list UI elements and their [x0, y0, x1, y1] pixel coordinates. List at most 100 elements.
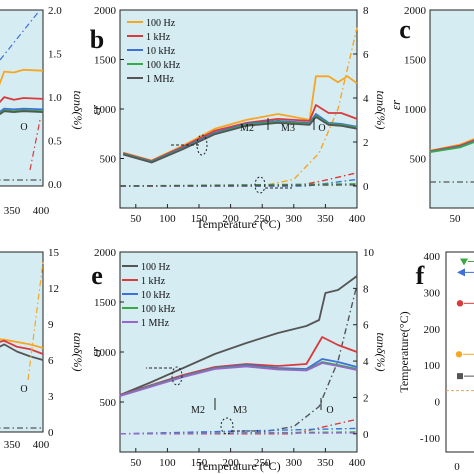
panel-b-y2tick-label: 8 — [363, 5, 369, 17]
panel-d-series-2 — [0, 343, 44, 361]
panel-e-y2tick-label: 4 — [363, 356, 369, 368]
panel-b-series-tan-2 — [120, 178, 358, 187]
panel-e-annot-circle-right — [220, 417, 234, 435]
panel-d-series-1 — [0, 339, 44, 355]
panel-b-xtick-label: 400 — [349, 213, 366, 225]
panel-b-ytick-label: 500 — [100, 154, 117, 166]
panel-a-xtick-label: 350 — [4, 205, 21, 217]
panel-e-y2tick-label: 2 — [363, 392, 369, 404]
annotations: M2 M3 O M2 M3 O O O — [20, 118, 334, 435]
panel-d-y2tick-label: 0 — [48, 427, 54, 439]
panel-e-xtick-label: 100 — [159, 457, 176, 469]
panel-b-xtick-label: 50 — [130, 213, 142, 225]
panel-a-tan-curve — [0, 9, 41, 61]
panel-b-xlabel: Temperature (°C) — [196, 217, 280, 231]
panel-e-ylabel: εr — [88, 346, 103, 357]
panel-b-annot-m2: M2 — [240, 123, 254, 134]
panel-d-tan-curve-2 — [27, 261, 44, 381]
data-curves — [0, 9, 474, 435]
panel-f-ytick-label: 400 — [424, 251, 441, 263]
panel-b-annot-o: O — [318, 123, 325, 134]
panel-e-ytick-label: 1500 — [94, 297, 117, 309]
panel-b-y2tick-label: 6 — [363, 49, 369, 61]
panel-a-series-2 — [0, 107, 44, 113]
panel-b-y2tick-label: 2 — [363, 137, 369, 149]
panel-label-c: c — [399, 15, 411, 44]
panel-c-ytick-label: 500 — [410, 154, 427, 166]
panel-a-series-0 — [0, 68, 44, 86]
panel-c-plot-area — [429, 9, 474, 209]
panel-f-point — [457, 268, 465, 277]
panel-e-xtick-label: 350 — [317, 457, 334, 469]
panel-e-xtick-label: 250 — [254, 457, 271, 469]
panel-b-xtick-label: 200 — [222, 213, 239, 225]
panel-b-xtick-label: 300 — [286, 213, 303, 225]
panel-e-annot-circle-left — [171, 366, 183, 386]
panel-b-ytick-label: 2000 — [94, 5, 117, 17]
panel-e-y2tick-label: 6 — [363, 320, 369, 332]
panel-e-xlabel: Temperature (°C) — [196, 459, 280, 473]
panel-f-ytick-label: 300 — [424, 287, 441, 299]
panel-b-xtick-label: 150 — [191, 213, 208, 225]
panel-a-y2tick-label: 1.0 — [48, 92, 62, 104]
panel-b-legend-label: 1 MHz — [146, 74, 175, 85]
panel-e-series-eps-4 — [119, 362, 358, 397]
panel-a-y2tick-label: 1.5 — [48, 49, 62, 61]
panel-a-tan-curve-2 — [29, 119, 41, 171]
panel-e-annot-o: O — [326, 405, 333, 416]
panel-b-series-tan-0 — [120, 27, 358, 187]
panel-b-series-eps-4 — [122, 116, 358, 164]
panel-d-xtick-label: 400 — [33, 439, 50, 451]
panel-f-ytick-label: 200 — [424, 324, 441, 336]
panel-a-series-4 — [0, 110, 44, 116]
panel-b-ylabel: εr — [88, 104, 103, 115]
panel-e-y2tick-label: 10 — [363, 247, 375, 259]
panel-d-xtick-label: 350 — [4, 439, 21, 451]
panel-f-point — [455, 351, 463, 358]
panel-e-ytick-label: 2000 — [94, 247, 117, 259]
panel-d-y2tick-label: 9 — [48, 319, 54, 331]
panel-b-annot-circle-right — [254, 176, 266, 194]
panel-a-y2tick-label: 0.0 — [48, 179, 62, 191]
panel-b-legend-label: 10 kHz — [146, 46, 176, 57]
panel-d-y2label: tanδ(%) — [71, 333, 85, 372]
panel-e-xtick-label: 300 — [286, 457, 303, 469]
panel-c-ytick-label: 1000 — [404, 104, 427, 116]
panel-d-annot-o: O — [20, 384, 27, 395]
panel-b-xtick-label: 250 — [254, 213, 271, 225]
panel-d-series-0 — [0, 338, 44, 349]
panel-b-xtick-label: 350 — [317, 213, 334, 225]
panel-e-annot-m2: M2 — [191, 405, 205, 416]
panel-a-y2tick-label: 0.5 — [48, 136, 62, 148]
panel-label-b: b — [90, 25, 104, 54]
panel-a-annot-o: O — [20, 122, 27, 133]
panel-e-y2tick-label: 8 — [363, 283, 369, 295]
panel-b-xtick-label: 100 — [159, 213, 176, 225]
panel-e-xtick-label: 400 — [349, 457, 366, 469]
panel-e-plot-area — [119, 251, 358, 453]
panel-e-y2label: tanδ(%) — [374, 333, 388, 372]
panel-e-xtick-label: 200 — [222, 457, 239, 469]
panel-b-y2tick-label: 4 — [363, 93, 369, 105]
panel-e-ytick-label: 1000 — [94, 347, 117, 359]
panel-e-xtick-label: 50 — [130, 457, 142, 469]
panel-e-y2tick-label: 0 — [363, 429, 369, 441]
panel-c-ytick-label: 1500 — [404, 55, 427, 67]
panel-d-y2tick-label: 3 — [48, 391, 54, 403]
legends: 100 Hz 1 kHz 10 kHz 100 kHz 1 MHz 100 Hz 1 kHz… — [122, 18, 181, 329]
panel-e-legend-label: 100 Hz — [141, 262, 171, 273]
panel-b-legend-label: 100 kHz — [146, 60, 181, 71]
panel-d-y2tick-label: 6 — [48, 355, 54, 367]
panel-b-y2label: tanδ(%) — [374, 91, 388, 130]
panel-a-y2tick-label: 2.0 — [48, 5, 62, 17]
panel-f-ytick-label: 100 — [424, 360, 441, 372]
panel-f-ytick-label: -100 — [420, 433, 441, 445]
panel-a-series-1 — [0, 96, 44, 104]
panel-e-ytick-label: 500 — [100, 397, 117, 409]
panel-d-y2tick-label: 12 — [48, 283, 59, 295]
panel-f-ytick-label: 0 — [435, 397, 441, 409]
panel-e-legend-label: 100 kHz — [141, 304, 176, 315]
panel-e-legend-label: 1 MHz — [141, 318, 170, 329]
panel-labels: b c e f — [90, 15, 425, 290]
